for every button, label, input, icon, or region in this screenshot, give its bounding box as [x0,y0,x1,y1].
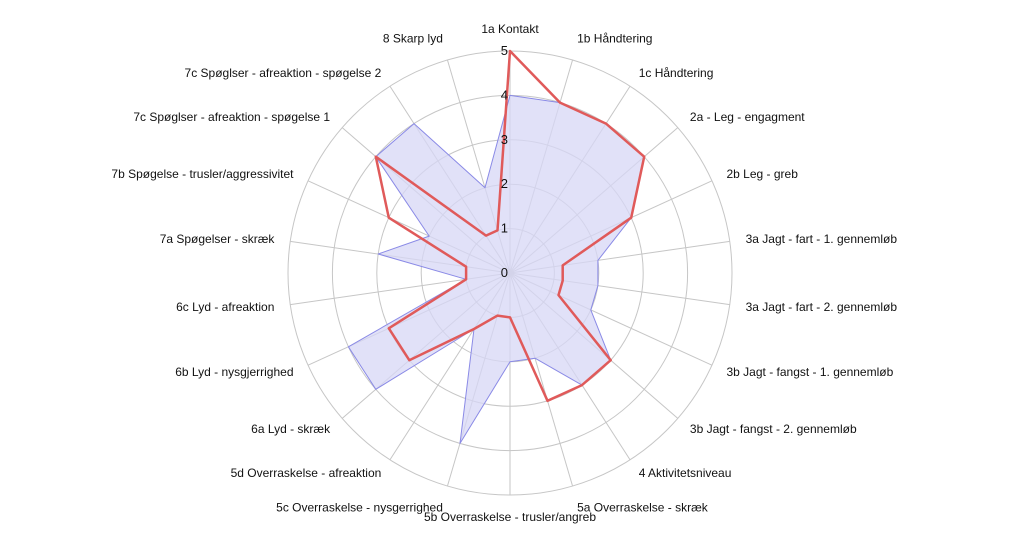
radial-tick-label: 3 [501,132,508,147]
radial-tick-label: 2 [501,176,508,191]
category-label: 5d Overraskelse - afreaktion [231,466,382,480]
category-labels: 1a Kontakt 1b Håndtering 1c Håndtering 2a -… [111,22,897,524]
category-label: 3b Jagt - fangst - 1. gennemløb [727,365,894,379]
category-label: 7a Spøgelser - skræk [160,232,276,246]
category-label: 6b Lyd - nysgjerrighed [175,365,293,379]
category-label: 2a - Leg - engagment [690,110,805,124]
category-label: 4 Aktivitetsniveau [639,466,732,480]
category-label: 3a Jagt - fart - 2. gennemløb [746,300,898,314]
series-area-blue [347,94,645,444]
category-label: 5b Overraskelse - trusler/angreb [424,510,596,524]
category-label: 7b Spøgelse - trusler/aggressivitet [111,167,294,181]
radial-tick-label: 4 [501,87,508,102]
category-label: 3a Jagt - fart - 1. gennemløb [746,232,898,246]
category-label: 6a Lyd - skræk [251,422,331,436]
category-label: 1c Håndtering [639,66,714,80]
radial-tick-label: 5 [501,43,508,58]
category-label: 6c Lyd - afreaktion [176,300,274,314]
category-label: 2b Leg - greb [727,167,799,181]
category-label: 8 Skarp lyd [383,32,443,46]
radial-tick-labels: 0 1 2 3 4 5 [501,43,508,280]
category-label: 7c Spøglser - afreaktion - spøgelse 2 [185,66,382,80]
radial-tick-label: 0 [501,265,508,280]
category-label: 5c Overraskelse - nysgerrighed [276,500,443,514]
radar-series [347,49,646,444]
series-line-red [374,49,646,403]
category-label: 3b Jagt - fangst - 2. gennemløb [690,422,857,436]
category-label: 5a Overraskelse - skræk [577,500,709,514]
category-label: 1a Kontakt [481,22,539,36]
category-label: 7c Spøglser - afreaktion - spøgelse 1 [133,110,330,124]
radial-tick-label: 1 [501,221,508,236]
category-label: 1b Håndtering [577,32,652,46]
